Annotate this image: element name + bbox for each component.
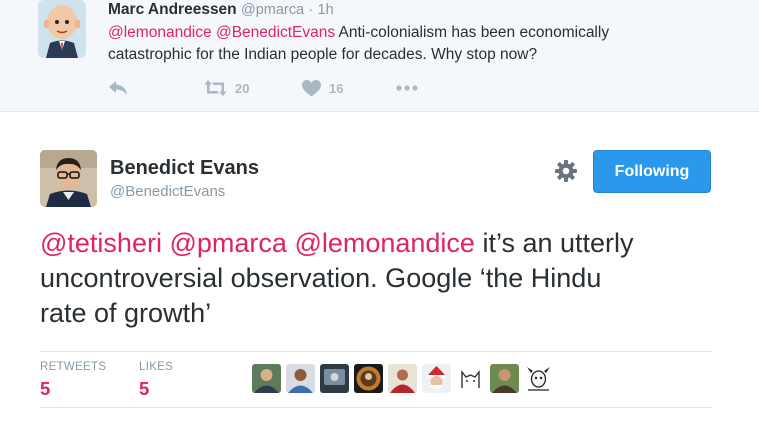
main-author-name[interactable]: Benedict Evans xyxy=(110,157,259,179)
cartoon-avatar-icon xyxy=(38,0,86,58)
person-avatar-icon xyxy=(252,364,281,393)
liker-avatar[interactable] xyxy=(490,364,519,393)
tweet-text-segment: uncontroversial observation. Google ‘the… xyxy=(40,263,602,293)
santa-avatar-icon xyxy=(422,364,451,393)
parent-tweet[interactable]: Marc Andreessen @pmarca · 1h @lemonandic… xyxy=(0,0,759,112)
liker-avatar[interactable] xyxy=(252,364,281,393)
retweet-count: 20 xyxy=(235,80,250,96)
more-button[interactable] xyxy=(396,78,418,98)
tweet-text-segment: rate of growth’ xyxy=(40,298,212,328)
liker-avatar[interactable] xyxy=(354,364,383,393)
more-icon xyxy=(396,85,418,91)
person-avatar-icon xyxy=(388,364,417,393)
likes-label[interactable]: LIKES xyxy=(139,361,174,373)
header-separator: · xyxy=(308,2,314,18)
tweet-text-segment: it’s an utterly xyxy=(482,228,634,258)
person-avatar-icon xyxy=(286,364,315,393)
tweet-text-segment: Anti-colonialism has been economically xyxy=(338,24,610,41)
retweets-label[interactable]: RETWEETS xyxy=(40,361,107,373)
liker-avatar[interactable] xyxy=(422,364,451,393)
person-avatar-icon xyxy=(320,364,349,393)
profile-photo-icon xyxy=(40,150,97,207)
retweets-value[interactable]: 5 xyxy=(40,378,51,399)
cat-sketch-avatar-icon xyxy=(456,364,485,393)
parent-avatar[interactable] xyxy=(38,0,86,58)
stats-divider-bottom xyxy=(40,407,712,408)
likes-value[interactable]: 5 xyxy=(139,378,150,399)
retweet-button[interactable]: 20 xyxy=(204,78,249,98)
like-button[interactable]: 16 xyxy=(302,78,343,98)
mention-link[interactable]: @pmarca xyxy=(169,228,287,258)
main-tweet-text: @tetisheri @pmarca @lemonandice it’s an … xyxy=(40,226,730,331)
reply-button[interactable] xyxy=(108,78,128,98)
liker-avatar[interactable] xyxy=(456,364,485,393)
portrait-avatar-icon xyxy=(354,364,383,393)
parent-tweet-actions: 20 16 xyxy=(108,78,528,98)
mention-link[interactable]: @lemonandice xyxy=(294,228,475,258)
heart-icon xyxy=(302,79,321,96)
liker-avatar[interactable] xyxy=(286,364,315,393)
person-avatar-icon xyxy=(490,364,519,393)
stats-divider-top xyxy=(40,351,712,352)
mention-link[interactable]: @BenedictEvans xyxy=(215,24,336,41)
main-author-handle[interactable]: @BenedictEvans xyxy=(110,183,226,200)
dog-sketch-avatar-icon xyxy=(524,364,553,393)
liker-avatar[interactable] xyxy=(388,364,417,393)
following-button[interactable]: Following xyxy=(593,150,711,193)
liker-avatar[interactable] xyxy=(524,364,553,393)
gear-icon xyxy=(555,160,577,182)
mention-link[interactable]: @lemonandice xyxy=(108,24,212,41)
main-avatar[interactable] xyxy=(40,150,97,207)
parent-tweet-text: @lemonandice @BenedictEvans Anti-colonia… xyxy=(108,22,668,66)
retweet-icon xyxy=(204,80,227,96)
parent-author-name[interactable]: Marc Andreessen xyxy=(108,1,237,18)
like-count: 16 xyxy=(329,80,344,96)
parent-author-handle[interactable]: @pmarca xyxy=(240,2,305,18)
liker-avatar[interactable] xyxy=(320,364,349,393)
tweet-text-segment: catastrophic for the Indian people for d… xyxy=(108,46,538,63)
parent-tweet-header: Marc Andreessen @pmarca · 1h xyxy=(108,1,334,19)
parent-timestamp[interactable]: 1h xyxy=(317,2,334,18)
reply-icon xyxy=(109,81,127,95)
mention-link[interactable]: @tetisheri xyxy=(40,228,162,258)
user-actions-button[interactable] xyxy=(554,159,578,183)
